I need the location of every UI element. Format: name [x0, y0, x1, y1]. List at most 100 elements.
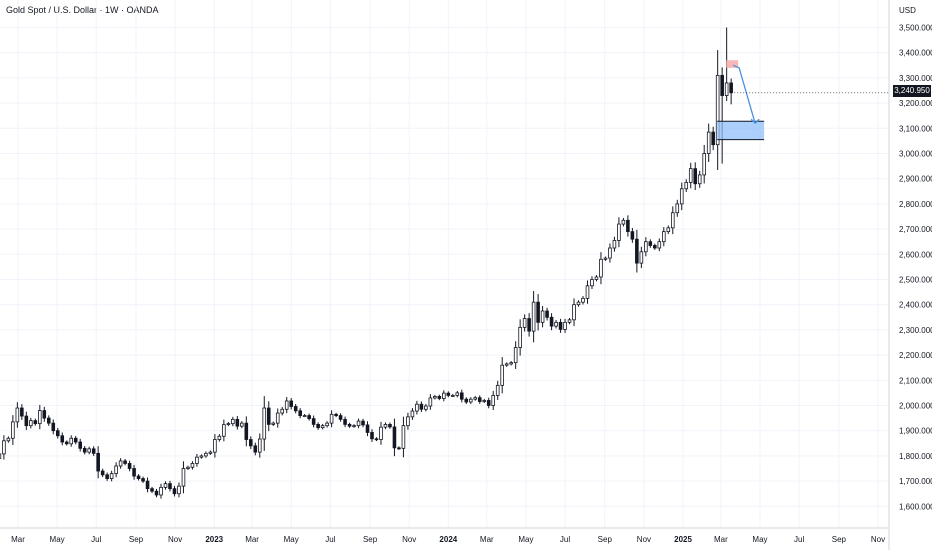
candle — [73, 435, 78, 445]
candle — [567, 317, 572, 325]
candle-body — [114, 465, 118, 474]
candle — [55, 427, 60, 439]
currency-label: USD — [899, 6, 916, 15]
candle-body — [118, 460, 123, 467]
candle-body — [729, 82, 733, 94]
candle — [504, 362, 509, 367]
candle — [697, 170, 702, 188]
candle — [527, 313, 531, 337]
price-tick-label: 2,800.000 — [899, 200, 932, 209]
candle — [231, 416, 235, 427]
candle — [289, 398, 293, 410]
candle — [617, 217, 621, 248]
candle-body — [159, 486, 163, 496]
candle — [599, 252, 603, 285]
candle — [154, 488, 159, 498]
resistance-zone — [726, 60, 739, 68]
candle-body — [365, 424, 370, 433]
candle — [64, 440, 69, 446]
candle-body — [343, 418, 347, 425]
candle — [316, 422, 320, 430]
candle — [136, 474, 141, 481]
price-tick-label: 3,500.000 — [899, 24, 932, 33]
candle — [280, 406, 285, 416]
candle-body — [581, 297, 585, 303]
candle-body — [536, 301, 540, 323]
candle — [644, 237, 648, 257]
candle-body — [486, 400, 491, 406]
candle-body — [235, 418, 240, 427]
candle — [20, 404, 24, 420]
candle — [240, 421, 244, 429]
candle — [500, 357, 504, 394]
candle-body — [401, 425, 406, 449]
candle — [249, 436, 253, 450]
candle — [482, 398, 487, 404]
candle-body — [24, 415, 29, 427]
candle — [347, 422, 352, 428]
candle — [334, 412, 338, 418]
candle — [271, 421, 276, 426]
candle-body — [190, 463, 195, 468]
candle — [78, 438, 82, 452]
candle-body — [55, 430, 60, 437]
candle — [572, 298, 576, 327]
candle — [96, 446, 100, 479]
candle-body — [208, 451, 213, 454]
candle — [581, 296, 585, 305]
candle — [118, 458, 123, 469]
price-tick-label: 2,300.000 — [899, 326, 932, 335]
candle — [419, 401, 424, 413]
candle — [365, 421, 370, 437]
candle — [46, 415, 51, 426]
candle — [105, 472, 109, 481]
candle-body — [617, 223, 621, 241]
candle-body — [603, 257, 608, 260]
candle — [531, 291, 536, 343]
candle-body — [590, 279, 594, 287]
price-tick-label: 1,600.000 — [899, 502, 932, 511]
time-tick-label: Jul — [560, 535, 570, 544]
candle — [459, 389, 464, 403]
candle — [702, 144, 706, 184]
candle-body — [240, 422, 244, 427]
candle-body — [20, 407, 24, 417]
candle — [370, 429, 374, 442]
candle-body — [96, 452, 100, 472]
candle-body — [64, 441, 69, 445]
candle-body — [100, 470, 105, 476]
candle-body — [415, 403, 419, 412]
candle-body — [433, 396, 437, 399]
candle-body — [675, 203, 680, 214]
candle-body — [612, 240, 617, 249]
candle — [114, 462, 118, 478]
candle-body — [73, 437, 78, 443]
candle — [91, 446, 96, 456]
candle — [163, 481, 168, 490]
time-axis: Mar May Jul Sep Nov 2023 Mar May Jul Sep Nov 2024 Ma… — [11, 535, 885, 544]
candle — [603, 256, 608, 261]
candle-body — [451, 395, 455, 397]
candle — [172, 485, 177, 497]
candle-body — [464, 398, 469, 403]
candle — [222, 419, 226, 442]
candle-body — [576, 301, 581, 306]
candle-body — [392, 426, 397, 449]
candle-body — [275, 412, 280, 424]
candle-body — [383, 423, 388, 428]
price-axis: 1,600.000 1,700.000 1,800.000 1,900.000 2,00… — [899, 24, 932, 512]
candle — [29, 417, 33, 429]
candle-body — [320, 425, 325, 429]
candle — [684, 179, 689, 192]
candle — [262, 396, 267, 451]
candle — [446, 391, 451, 398]
time-tick-label: Nov — [402, 535, 416, 544]
candle-body — [558, 321, 563, 330]
annotation-layer — [717, 60, 889, 141]
candle — [343, 416, 347, 428]
candle-body — [513, 347, 518, 364]
candle-body — [177, 485, 181, 495]
candle — [437, 394, 442, 401]
candle-body — [379, 426, 383, 440]
